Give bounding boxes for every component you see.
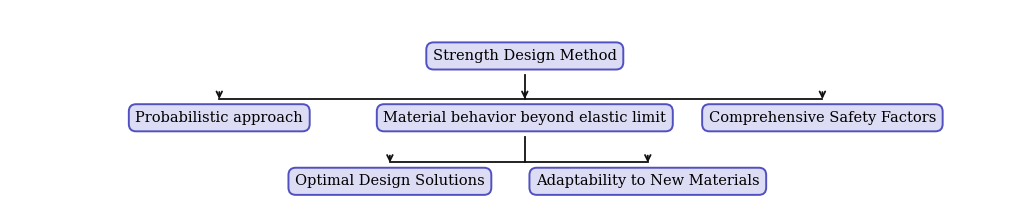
Text: Optimal Design Solutions: Optimal Design Solutions	[295, 174, 484, 188]
Text: Probabilistic approach: Probabilistic approach	[135, 111, 303, 125]
Text: Strength Design Method: Strength Design Method	[433, 49, 616, 63]
Text: Comprehensive Safety Factors: Comprehensive Safety Factors	[709, 111, 936, 125]
Text: Adaptability to New Materials: Adaptability to New Materials	[536, 174, 760, 188]
Text: Material behavior beyond elastic limit: Material behavior beyond elastic limit	[383, 111, 667, 125]
